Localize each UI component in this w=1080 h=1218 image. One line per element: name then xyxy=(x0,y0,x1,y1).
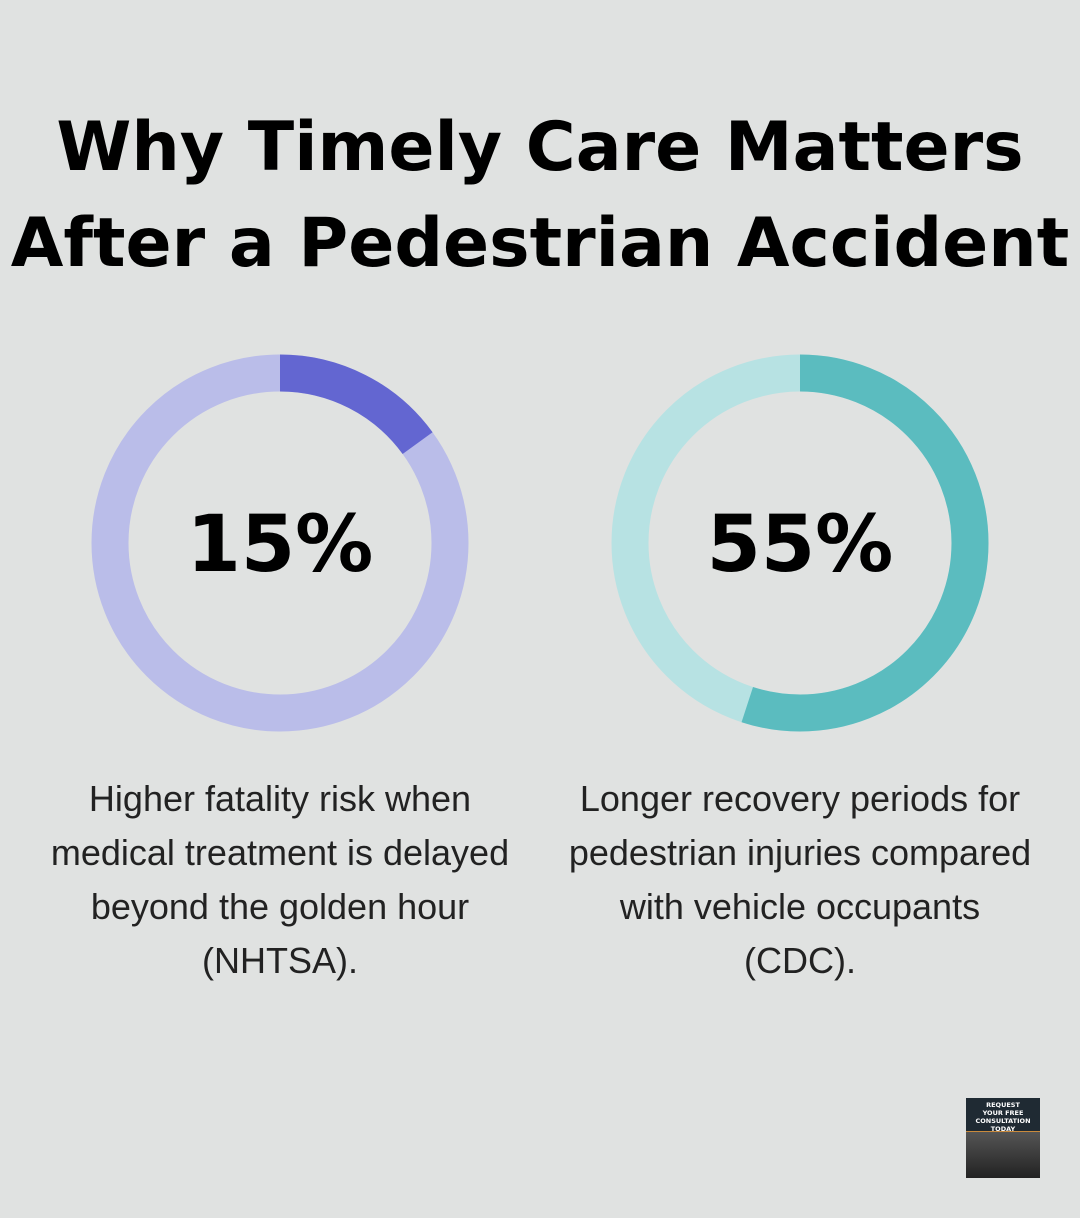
title-line-1: Why Timely Care Matters xyxy=(56,108,1024,187)
donut-fill xyxy=(611,354,989,732)
donut-chart-2: 55% xyxy=(611,354,989,732)
page-title: Why Timely Care Matters After a Pedestri… xyxy=(0,100,1080,292)
donut-chart-1: 15% xyxy=(91,354,469,732)
donut-label: 55% xyxy=(707,500,894,590)
logo-divider xyxy=(966,1131,1040,1132)
stat-description-2: Longer recovery periods for pedestrian i… xyxy=(568,778,1032,981)
logo-text: REQUEST YOUR FREE CONSULTATION TODAY xyxy=(975,1101,1031,1133)
stat-description-1: Higher fatality risk when medical treatm… xyxy=(50,778,510,981)
donut-label: 15% xyxy=(187,500,374,590)
consultation-logo[interactable]: REQUEST YOUR FREE CONSULTATION TODAY xyxy=(966,1098,1040,1178)
title-line-2: After a Pedestrian Accident xyxy=(10,204,1070,283)
logo-photo xyxy=(966,1132,1040,1178)
donut-fill xyxy=(91,354,469,732)
